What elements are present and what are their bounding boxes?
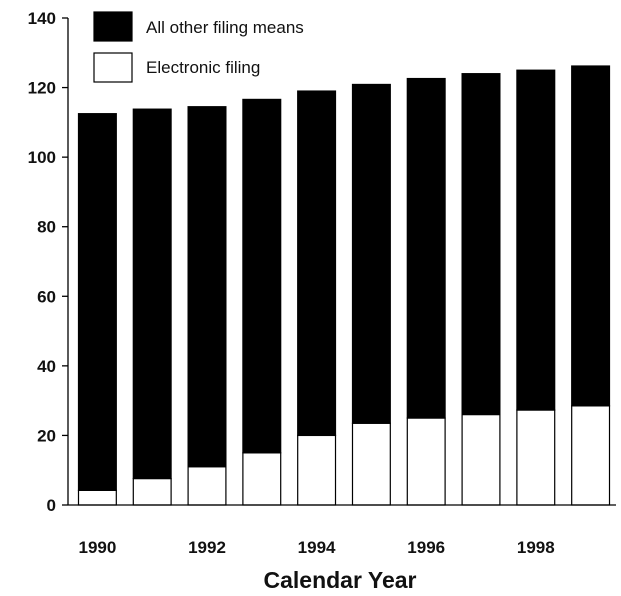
bar-electronic-1997 bbox=[461, 413, 501, 506]
y-axis: 0 20 40 60 80 100 120 140 bbox=[28, 9, 69, 515]
y-tick-label: 120 bbox=[28, 79, 56, 98]
y-tick-label: 140 bbox=[28, 9, 56, 28]
bar-electronic-1996 bbox=[406, 417, 446, 506]
legend-label-other: All other filing means bbox=[146, 18, 304, 37]
bar-electronic-1994 bbox=[297, 434, 337, 506]
bar-other-1999 bbox=[571, 65, 611, 407]
bar-electronic-1993 bbox=[242, 452, 282, 506]
y-tick-label: 0 bbox=[47, 496, 56, 515]
bar-electronic-1990 bbox=[77, 489, 117, 506]
x-axis: 1990 1992 1994 1996 1998 bbox=[68, 504, 616, 557]
bar-other-1993 bbox=[242, 98, 282, 454]
x-tick-label: 1992 bbox=[188, 538, 226, 557]
x-tick-label: 1994 bbox=[298, 538, 336, 557]
x-axis-title: Calendar Year bbox=[263, 567, 416, 593]
x-tick-label: 1996 bbox=[407, 538, 445, 557]
bar-electronic-1998 bbox=[516, 409, 556, 506]
bar-other-1991 bbox=[132, 108, 172, 480]
x-tick-label: 1990 bbox=[78, 538, 116, 557]
legend: All other filing means Electronic filing bbox=[93, 11, 304, 83]
bar-other-1996 bbox=[406, 77, 446, 419]
bar-other-1995 bbox=[351, 83, 391, 424]
bar-electronic-1999 bbox=[571, 405, 611, 506]
x-tick-label: 1998 bbox=[517, 538, 555, 557]
legend-label-electronic: Electronic filing bbox=[146, 58, 260, 77]
y-tick-label: 60 bbox=[37, 287, 56, 306]
y-tick-label: 40 bbox=[37, 357, 56, 376]
bar-other-1992 bbox=[187, 106, 227, 468]
y-tick-label: 20 bbox=[37, 426, 56, 445]
bars bbox=[77, 65, 611, 506]
bar-other-1998 bbox=[516, 69, 556, 411]
bar-electronic-1992 bbox=[187, 466, 227, 506]
bar-other-1994 bbox=[297, 90, 337, 437]
bar-electronic-1991 bbox=[132, 477, 172, 506]
y-tick-label: 80 bbox=[37, 218, 56, 237]
y-tick-label: 100 bbox=[28, 148, 56, 167]
legend-swatch-other bbox=[93, 11, 133, 42]
legend-swatch-electronic bbox=[93, 52, 133, 83]
bar-electronic-1995 bbox=[351, 422, 391, 506]
bar-other-1997 bbox=[461, 73, 501, 416]
bar-other-1990 bbox=[77, 113, 117, 491]
